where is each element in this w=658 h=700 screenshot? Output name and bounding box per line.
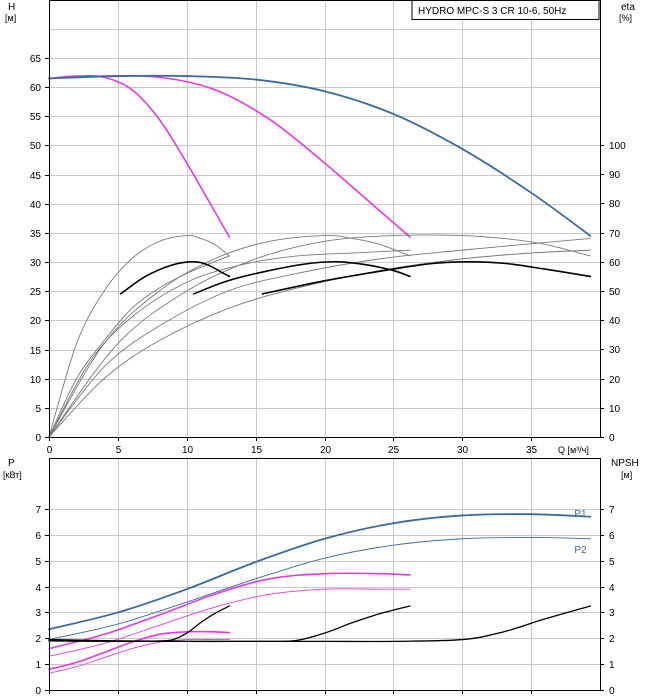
y-left-tick-label: 2	[35, 634, 41, 645]
y-left-tick-label: 30	[30, 258, 42, 269]
npsh-axis-label: NPSH	[611, 458, 639, 469]
x-tick-label: 5	[116, 445, 122, 456]
curve-bottom-6	[48, 605, 592, 643]
x-tick-label: 10	[182, 445, 194, 456]
y-left-tick-label: 15	[30, 346, 42, 357]
y-right-tick-label: 30	[609, 345, 621, 356]
series-label: P2	[574, 545, 587, 556]
y-left-tick-label: 60	[30, 83, 42, 94]
y-right-tick-label: 2	[609, 634, 615, 645]
flow-axis-label: Q [м³/ч]	[558, 445, 589, 455]
plot-frame	[49, 0, 601, 438]
eta-axis-unit: [%]	[619, 13, 632, 23]
head-axis-unit: [м]	[5, 13, 16, 23]
y-left-tick-label: 5	[35, 557, 41, 568]
label-layer: H [м] eta [%] P [кВт] NPSH [м] Q [м³/ч] …	[3, 0, 639, 697]
curve-top-3	[48, 234, 230, 438]
eta-axis-label: eta	[621, 2, 635, 13]
axis-layer	[45, 0, 604, 694]
y-right-tick-label: 80	[609, 199, 621, 210]
grid-layer	[49, 0, 600, 691]
curve-top-11	[192, 260, 411, 295]
curve-bottom-5	[48, 638, 230, 674]
y-right-tick-label: 40	[609, 316, 621, 327]
y-right-tick-label: 90	[609, 170, 621, 181]
curve-top-8	[48, 249, 591, 438]
y-right-tick-label: 1	[609, 660, 615, 671]
y-left-tick-label: 50	[30, 141, 42, 152]
y-left-tick-label: 0	[35, 686, 41, 697]
x-tick-label: 25	[388, 445, 400, 456]
x-tick-label: 15	[251, 445, 263, 456]
y-left-tick-label: 4	[35, 583, 41, 594]
curve-top-7	[48, 237, 591, 438]
curve-top-5	[48, 234, 591, 438]
plot-frame	[49, 458, 601, 691]
curve-bottom-2	[48, 572, 411, 650]
curve-bottom-7	[48, 605, 411, 643]
y-right-tick-label: 100	[609, 141, 626, 152]
y-left-tick-label: 0	[35, 433, 41, 444]
y-left-tick-label: 35	[30, 229, 42, 240]
y-right-tick-label: 5	[609, 557, 615, 568]
curve-top-4	[48, 234, 411, 438]
npsh-axis-unit: [м]	[621, 470, 632, 480]
curve-top-9	[48, 255, 230, 438]
y-left-tick-label: 7	[35, 505, 41, 516]
y-right-tick-label: 10	[609, 404, 621, 415]
y-right-tick-label: 60	[609, 258, 621, 269]
y-left-tick-label: 55	[30, 112, 42, 123]
curve-layer	[48, 74, 592, 674]
curve-top-6	[48, 249, 411, 438]
y-left-tick-label: 25	[30, 287, 42, 298]
y-right-tick-label: 0	[609, 686, 615, 697]
y-left-tick-label: 5	[35, 404, 41, 415]
curve-bottom-4	[48, 630, 231, 671]
y-right-tick-label: 3	[609, 608, 615, 619]
title-box	[411, 0, 600, 20]
x-tick-label: 30	[457, 445, 469, 456]
y-right-tick-label: 7	[609, 505, 615, 516]
y-left-tick-label: 20	[30, 316, 42, 327]
y-right-tick-label: 50	[609, 287, 621, 298]
curve-top-12	[261, 261, 592, 295]
y-left-tick-label: 10	[30, 375, 42, 386]
curve-top-0	[48, 74, 231, 238]
curve-top-2	[48, 74, 592, 237]
series-label: P1	[574, 509, 587, 520]
y-left-tick-label: 45	[30, 171, 42, 182]
x-tick-label: 20	[320, 445, 332, 456]
y-right-tick-label: 6	[609, 531, 615, 542]
y-left-tick-label: 6	[35, 531, 41, 542]
curve-bottom-3	[48, 588, 411, 657]
head-axis-label: H	[8, 2, 15, 13]
y-left-tick-label: 65	[30, 54, 42, 65]
y-left-tick-label: 1	[35, 660, 41, 671]
curve-bottom-1	[48, 536, 591, 641]
x-tick-label: 0	[47, 445, 53, 456]
y-right-tick-label: 0	[609, 433, 615, 444]
curve-bottom-0	[48, 513, 592, 631]
power-axis-label: P	[8, 458, 15, 469]
x-tick-label: 35	[526, 445, 538, 456]
power-axis-unit: [кВт]	[3, 470, 22, 480]
y-right-tick-label: 4	[609, 583, 615, 594]
y-right-tick-label: 20	[609, 375, 621, 386]
chart-title: HYDRO MPC-S 3 CR 10-6, 50Hz	[418, 6, 566, 17]
y-left-tick-label: 3	[35, 608, 41, 619]
y-right-tick-label: 70	[609, 229, 621, 240]
y-left-tick-label: 40	[30, 200, 42, 211]
curve-bottom-8	[48, 605, 231, 643]
curve-top-10	[119, 261, 231, 295]
